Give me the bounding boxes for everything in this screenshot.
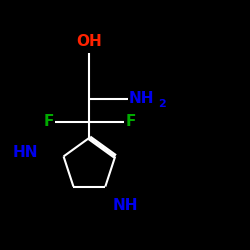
Text: 2: 2 <box>158 99 166 109</box>
Text: HN: HN <box>13 145 38 160</box>
Text: NH: NH <box>128 91 154 106</box>
Text: NH: NH <box>113 198 138 213</box>
Text: OH: OH <box>76 34 102 49</box>
Text: F: F <box>43 114 54 129</box>
Text: F: F <box>125 114 136 129</box>
